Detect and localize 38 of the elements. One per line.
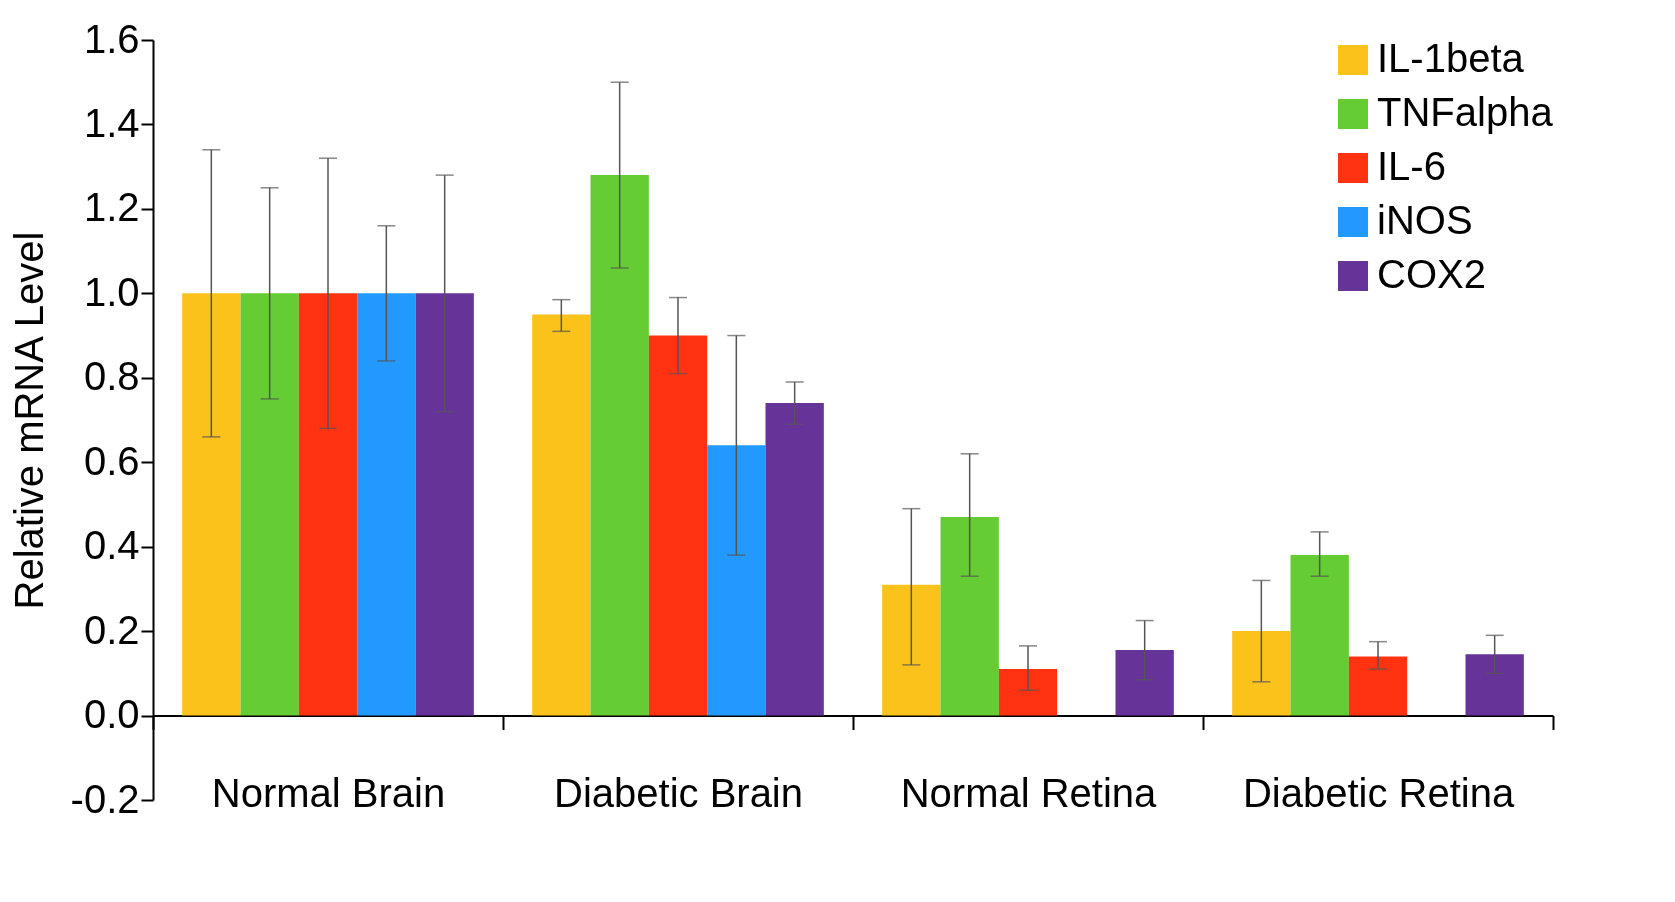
bar [1115,650,1174,716]
y-tick-label: 1.4 [83,100,140,145]
legend-label: COX2 [1377,252,1486,296]
y-axis-title: Relative mRNA Level [6,231,51,610]
x-tick-label: Diabetic Brain [553,771,804,816]
bar [765,403,824,716]
bar [240,293,299,716]
bar [1232,631,1291,716]
legend-label: IL-6 [1377,144,1446,188]
legend-label: iNOS [1377,198,1473,242]
bar [998,669,1058,716]
bar [1348,656,1408,716]
bar [298,293,358,716]
bar [1290,555,1349,716]
y-tick-label: 0.2 [83,607,140,652]
legend-label: IL-1beta [1377,36,1525,80]
legend-label: TNFalpha [1377,90,1554,134]
bar [940,517,999,716]
y-tick-label: 1.0 [83,269,140,314]
y-tick-label: 0.8 [83,354,140,399]
bar [415,293,474,716]
bar [648,335,708,716]
x-tick-label: Diabetic Retina [1242,771,1515,816]
bar [707,445,766,716]
y-tick-label: -0.2 [70,776,140,821]
bar [1465,654,1524,716]
y-tick-label: 1.2 [83,185,140,230]
y-tick-label: 0.6 [83,438,140,483]
y-tick-label: 0.0 [83,692,140,737]
bar [532,314,591,716]
y-tick-label: 0.4 [83,523,140,568]
x-tick-label: Normal Retina [900,771,1158,816]
x-tick-label: Normal Brain [211,771,446,816]
bar [590,175,649,716]
bar [882,584,941,716]
bar [182,293,241,716]
y-tick-label: 1.6 [83,16,140,61]
bar [357,293,416,716]
